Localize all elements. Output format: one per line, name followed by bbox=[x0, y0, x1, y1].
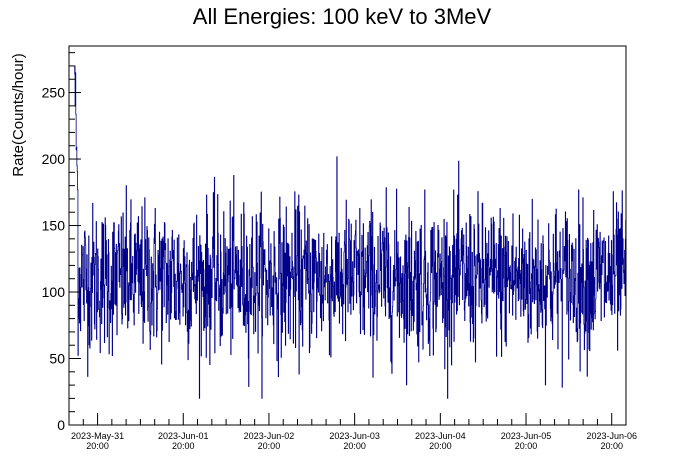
y-tick-label: 200 bbox=[42, 151, 66, 167]
x-tick-label-date: 2023-May-31 bbox=[71, 431, 124, 441]
x-tick-label-time: 20:00 bbox=[172, 441, 195, 451]
x-axis: 2023-May-3120:002023-Jun-0120:002023-Jun… bbox=[68, 413, 637, 451]
x-tick-label-date: 2023-Jun-06 bbox=[586, 431, 637, 441]
x-tick-label-date: 2023-Jun-03 bbox=[329, 431, 380, 441]
y-axis-label: Rate(Counts/hour) bbox=[10, 53, 27, 176]
y-tick-label: 250 bbox=[42, 85, 66, 101]
y-tick-label: 150 bbox=[42, 218, 66, 234]
y-tick-label: 100 bbox=[42, 284, 66, 300]
x-tick-label-time: 20:00 bbox=[86, 441, 109, 451]
x-tick-label-time: 20:00 bbox=[343, 441, 366, 451]
x-tick-label-time: 20:00 bbox=[429, 441, 452, 451]
x-tick-label-date: 2023-Jun-01 bbox=[158, 431, 209, 441]
y-axis: 0 50 100 150 200 250 bbox=[42, 52, 81, 433]
chart-title: All Energies: 100 keV to 3MeV bbox=[193, 4, 492, 29]
x-tick-label-date: 2023-Jun-04 bbox=[415, 431, 466, 441]
x-tick-label-time: 20:00 bbox=[600, 441, 623, 451]
rate-series-line bbox=[74, 65, 627, 399]
y-tick-label: 0 bbox=[57, 417, 65, 433]
x-tick-label-date: 2023-Jun-05 bbox=[501, 431, 552, 441]
y-tick-label: 50 bbox=[49, 351, 65, 367]
data-series bbox=[74, 65, 627, 399]
x-tick-label-time: 20:00 bbox=[258, 441, 281, 451]
x-tick-label-date: 2023-Jun-02 bbox=[244, 431, 295, 441]
x-tick-label-time: 20:00 bbox=[515, 441, 538, 451]
